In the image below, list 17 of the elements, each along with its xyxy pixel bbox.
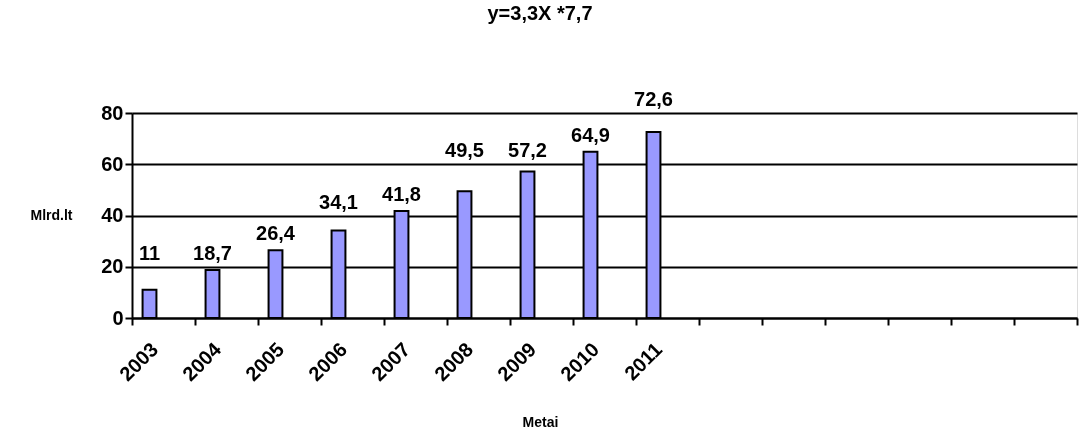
y-tick-label: 80 bbox=[101, 101, 124, 124]
data-label: 34,1 bbox=[319, 190, 358, 213]
data-label: 11 bbox=[138, 241, 161, 264]
data-label: 57,2 bbox=[508, 139, 547, 162]
y-tick-label: 20 bbox=[101, 255, 124, 278]
data-label: 72,6 bbox=[634, 88, 673, 110]
data-label: 64,9 bbox=[571, 123, 610, 146]
chart-title: y=3,3X *7,7 bbox=[487, 2, 593, 24]
data-label: 49,5 bbox=[445, 139, 484, 162]
y-tick-label: 0 bbox=[112, 306, 124, 329]
y-tick-label: 60 bbox=[101, 152, 124, 175]
data-label: 18,7 bbox=[193, 242, 232, 265]
y-tick-label: 40 bbox=[101, 204, 124, 226]
data-label: 26,4 bbox=[256, 222, 296, 245]
y-axis-title: Mlrd.lt bbox=[30, 207, 73, 223]
data-label: 41,8 bbox=[382, 182, 421, 205]
x-axis-title: Metai bbox=[522, 413, 559, 430]
